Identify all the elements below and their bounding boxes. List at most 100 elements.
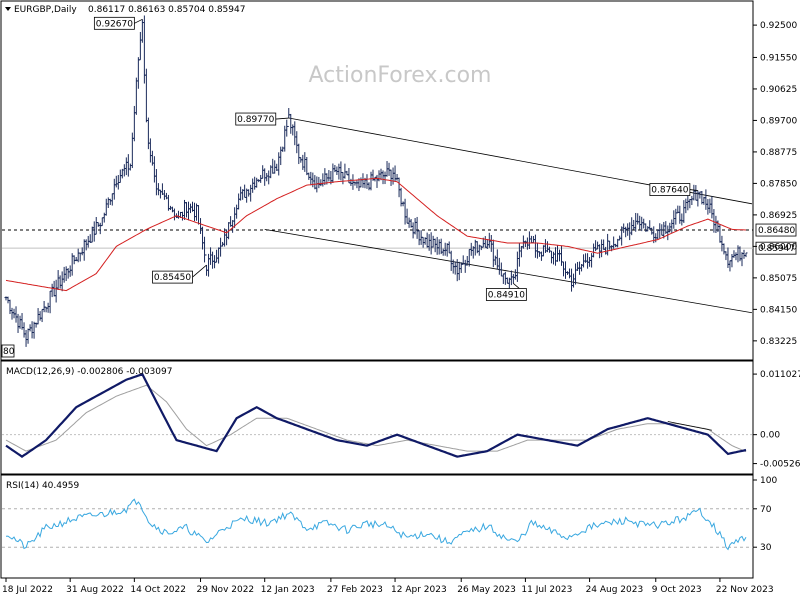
price-bar (305, 157, 309, 176)
price-bar (377, 170, 381, 182)
price-bar (576, 261, 580, 271)
price-callout-label: 0.87640 (651, 186, 688, 196)
price-bar (193, 202, 197, 222)
price-bar (742, 249, 746, 259)
price-callout-label: 0.84910 (488, 290, 525, 300)
price-bar (541, 245, 545, 257)
price-bar (740, 252, 744, 267)
price-bar (658, 223, 662, 239)
price-bar (331, 163, 335, 183)
price-bar (505, 277, 509, 284)
price-bar (535, 243, 539, 259)
price-bar (160, 183, 164, 195)
price-bar (680, 213, 684, 226)
price-callout-label: 0.92670 (96, 19, 133, 29)
price-bar (148, 138, 152, 163)
date-tick-label: 11 Jul 2023 (521, 585, 572, 595)
price-bar (128, 163, 132, 171)
price-bar (307, 172, 311, 180)
price-bar (359, 177, 363, 188)
price-bar (259, 174, 263, 183)
price-bar (353, 181, 357, 186)
price-tick-label: 0.85075 (760, 274, 797, 284)
price-bar (678, 205, 682, 224)
date-tick-label: 12 Jan 2023 (261, 585, 315, 595)
price-callout-leader (192, 264, 207, 278)
price-bar (263, 168, 267, 186)
price-bar (722, 243, 726, 255)
price-bar (447, 241, 451, 254)
price-bar (429, 232, 433, 255)
price-bar (285, 119, 289, 137)
price-bar (435, 236, 439, 255)
price-bar (215, 249, 219, 263)
price-bar (60, 271, 64, 292)
price-bar (720, 235, 724, 252)
macd-panel-frame (0, 360, 754, 475)
date-tick-label: 26 May 2023 (457, 585, 516, 595)
price-bar (152, 156, 156, 183)
price-callout-leader (689, 189, 698, 191)
price-bar (18, 315, 22, 329)
price-bar (4, 296, 8, 301)
price-bar (106, 197, 110, 208)
price-bar (572, 273, 576, 288)
price-bar (405, 208, 409, 224)
price-bar (495, 249, 499, 270)
price-bar (209, 247, 213, 265)
price-bar (682, 200, 686, 223)
price-bar (387, 162, 391, 176)
price-bar (291, 124, 295, 136)
price-bar (485, 238, 489, 249)
price-bar (295, 131, 299, 154)
price-bar (32, 321, 36, 339)
price-bar (469, 242, 473, 256)
price-callout-label: 0.89770 (237, 115, 274, 125)
price-bar (343, 163, 347, 179)
price-bar (309, 171, 313, 186)
price-tick-label: 0.90625 (760, 85, 797, 95)
edge-price-label: 80 (3, 347, 15, 357)
price-bar (335, 166, 339, 175)
price-callout-leader (275, 117, 289, 120)
dropdown-triangle-icon[interactable] (5, 7, 11, 11)
price-bar (523, 240, 527, 248)
price-bar (634, 212, 638, 232)
price-bar (431, 235, 435, 248)
price-bar (443, 242, 447, 256)
price-bar (391, 167, 395, 185)
price-bar (670, 219, 674, 234)
price-bar (38, 311, 42, 321)
price-bar (88, 234, 92, 243)
price-bar (247, 189, 251, 197)
price-bar (417, 230, 421, 246)
macd-signal-line (5, 384, 747, 453)
price-callout-box (485, 288, 527, 301)
price-bar (517, 243, 521, 267)
price-bar (188, 203, 192, 214)
price-bar (10, 307, 14, 320)
macd-tick-label: 0.00 (760, 431, 780, 441)
symbol-title: EURGBP,Daily (14, 5, 77, 15)
price-panel-frame (0, 0, 754, 361)
price-bar (142, 15, 146, 84)
price-bar (489, 235, 493, 252)
price-bar (666, 225, 670, 241)
price-bar (50, 283, 54, 298)
price-bar (186, 201, 190, 221)
price-bar (239, 186, 243, 201)
price-bar (698, 191, 702, 199)
date-tick-label: 29 Nov 2022 (197, 585, 255, 595)
price-bar (138, 31, 142, 61)
price-bar (393, 165, 397, 182)
price-bar (122, 164, 126, 177)
price-bar (638, 215, 642, 230)
date-tick-label: 31 Aug 2022 (66, 585, 124, 595)
price-bar (48, 290, 52, 314)
price-bar (72, 255, 76, 265)
price-bar (650, 227, 654, 235)
price-bar (66, 268, 70, 279)
price-bar (628, 222, 632, 241)
price-bar (688, 198, 692, 209)
